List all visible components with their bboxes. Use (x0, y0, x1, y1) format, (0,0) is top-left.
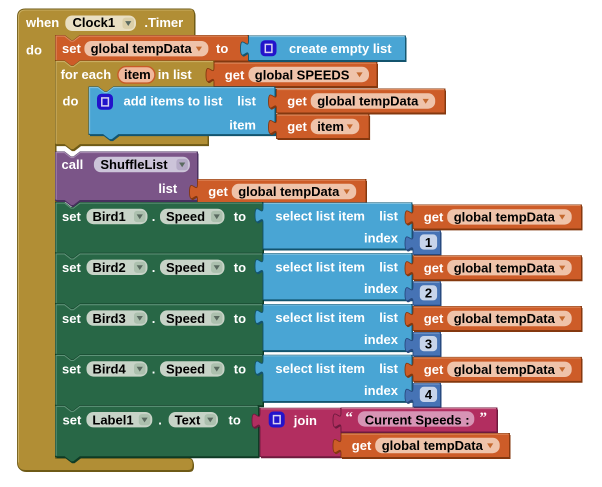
svg-text:Bird4: Bird4 (93, 362, 127, 377)
svg-text:Label1: Label1 (92, 412, 133, 427)
svg-text:to: to (234, 311, 246, 326)
svg-text:to: to (234, 260, 246, 275)
svg-text:to: to (229, 412, 241, 427)
svg-text:get: get (208, 184, 228, 199)
svg-text:“: “ (345, 410, 353, 426)
svg-text:global tempData: global tempData (91, 41, 193, 56)
svg-text:in list: in list (158, 67, 193, 82)
svg-text:global tempData: global tempData (454, 311, 556, 326)
svg-text:.: . (152, 260, 156, 275)
svg-text:get: get (424, 362, 444, 377)
svg-text:select list item: select list item (275, 310, 365, 325)
svg-text:join: join (293, 413, 317, 428)
svg-text:global tempData: global tempData (454, 362, 556, 377)
svg-text:Text: Text (175, 412, 201, 427)
svg-text:Bird1: Bird1 (93, 209, 126, 224)
svg-text:global tempData: global tempData (317, 94, 419, 109)
svg-text:set: set (62, 41, 81, 56)
svg-text:to: to (234, 209, 246, 224)
svg-text:call: call (62, 157, 84, 172)
svg-text:item: item (317, 119, 344, 134)
svg-text:select list item: select list item (275, 259, 365, 274)
svg-text:get: get (287, 94, 307, 109)
svg-text:do: do (63, 94, 79, 109)
svg-text:1: 1 (425, 235, 432, 250)
svg-text:to: to (234, 362, 246, 377)
svg-text:global tempData: global tempData (454, 260, 556, 275)
svg-text:2: 2 (425, 286, 432, 301)
svg-text:do: do (26, 43, 42, 58)
svg-text:.: . (152, 209, 156, 224)
svg-text:list: list (379, 209, 398, 224)
svg-text:index: index (364, 383, 399, 398)
svg-text:Speed: Speed (166, 260, 205, 275)
svg-text:ShuffleList: ShuffleList (100, 157, 168, 172)
svg-text:to: to (216, 41, 228, 56)
svg-text:item: item (229, 117, 256, 132)
svg-text:Bird3: Bird3 (93, 311, 126, 326)
svg-text:4: 4 (425, 387, 433, 402)
svg-text:get: get (424, 260, 444, 275)
svg-text:Speed: Speed (166, 311, 205, 326)
svg-text:select list item: select list item (275, 209, 365, 224)
svg-text:.: . (152, 311, 156, 326)
svg-text:list: list (158, 181, 177, 196)
svg-text:global tempData: global tempData (382, 438, 484, 453)
svg-text:3: 3 (425, 336, 432, 351)
svg-text:”: ” (480, 410, 488, 426)
svg-text:.Timer: .Timer (144, 15, 183, 30)
svg-text:get: get (424, 210, 444, 225)
svg-text:global tempData: global tempData (454, 210, 556, 225)
svg-text:.: . (152, 362, 156, 377)
svg-text:list: list (237, 94, 256, 109)
svg-text:get: get (352, 438, 372, 453)
svg-text:list: list (379, 310, 398, 325)
svg-text:get: get (287, 119, 307, 134)
svg-text:add items to list: add items to list (124, 94, 224, 109)
svg-text:set: set (62, 362, 81, 377)
svg-text:select list item: select list item (275, 361, 365, 376)
svg-text:list: list (379, 361, 398, 376)
svg-text:Speed: Speed (166, 362, 205, 377)
svg-text:create empty list: create empty list (289, 41, 392, 56)
svg-text:Speed: Speed (166, 209, 205, 224)
svg-text:index: index (364, 281, 399, 296)
svg-text:item: item (124, 67, 151, 82)
svg-text:index: index (364, 230, 399, 245)
svg-text:Clock1: Clock1 (73, 15, 116, 30)
svg-text:set: set (62, 311, 81, 326)
svg-text:Bird2: Bird2 (93, 260, 126, 275)
svg-text:global SPEEDS: global SPEEDS (255, 67, 350, 82)
svg-text:.: . (158, 412, 162, 427)
svg-text:set: set (63, 412, 82, 427)
svg-text:index: index (364, 332, 399, 347)
svg-text:when: when (25, 15, 59, 30)
svg-text:Current Speeds :: Current Speeds : (365, 413, 470, 428)
svg-text:get: get (225, 67, 245, 82)
svg-text:global tempData: global tempData (238, 184, 340, 199)
svg-text:for each: for each (61, 67, 112, 82)
svg-text:set: set (62, 209, 81, 224)
svg-text:get: get (424, 311, 444, 326)
svg-text:list: list (379, 259, 398, 274)
svg-text:set: set (62, 260, 81, 275)
